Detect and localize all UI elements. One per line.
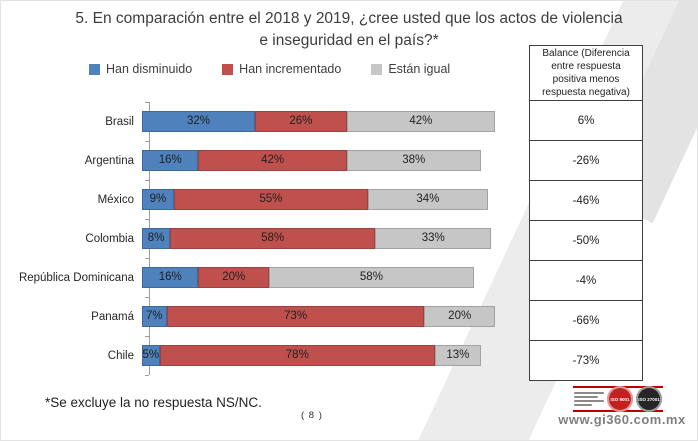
bar-segment: 7% [142,306,167,327]
legend-item: Están igual [371,62,450,76]
balance-table-header: Balance (Diferencia entre respuesta posi… [529,45,643,101]
chart-row: República Dominicana 16% 20% 58% [1,258,511,297]
bar-segment: 5% [142,345,160,366]
legend-swatch-icon [222,63,234,75]
bar-segment: 9% [142,189,174,210]
balance-cell: -73% [529,341,643,381]
balance-table: Balance (Diferencia entre respuesta posi… [529,45,643,381]
bar-segment: 33% [374,228,492,249]
category-label: Panamá [91,310,134,323]
chart-row: Chile 5% 78% 13% [1,336,511,375]
category-label: Argentina [84,154,134,167]
bar-value-label: 7% [146,309,163,322]
website-url: www.gi360.com.mx [558,412,686,427]
bar-segment: 34% [367,189,488,210]
bar-value-label: 13% [446,348,470,361]
certification-logos: ISO 9001 ISO 27001 [573,386,663,412]
bar-value-label: 78% [285,348,309,361]
balance-cell: -4% [529,261,643,301]
category-label: Colombia [85,232,134,245]
bar-segment: 20% [198,267,270,288]
bar-track: 5% 78% 13% [142,345,495,366]
bar-value-label: 16% [158,270,182,283]
bar-chart: Brasil 32% 26% 42% Argentina 16% 42% 38% México 9… [1,102,511,375]
category-label: Brasil [105,115,134,128]
bar-value-label: 26% [289,114,313,127]
bar-value-label: 38% [402,153,426,166]
bar-segment: 38% [346,150,481,171]
iso-27001-badge-icon: ISO 27001 [636,386,662,412]
bar-value-label: 73% [284,309,308,322]
bar-value-label: 34% [416,192,440,205]
balance-cell: -46% [529,181,643,221]
bar-value-label: 33% [421,231,445,244]
bar-value-label: 55% [259,192,283,205]
balance-cell: 6% [529,101,643,141]
bar-track: 9% 55% 34% [142,189,495,210]
category-label: Chile [107,349,134,362]
bar-value-label: 20% [222,270,246,283]
bar-segment: 16% [142,267,199,288]
bar-value-label: 20% [448,309,472,322]
title-line-1: 5. En comparación entre el 2018 y 2019, … [75,10,623,27]
bar-value-label: 42% [261,153,285,166]
footnote: *Se excluye la no respuesta NS/NC. [45,395,262,410]
bar-segment: 42% [198,150,347,171]
legend-label: Están igual [388,62,451,76]
legend-label: Han incrementado [239,62,342,76]
page-title: 5. En comparación entre el 2018 y 2019, … [1,8,697,53]
bar-segment: 32% [142,111,255,132]
bar-segment: 55% [173,189,368,210]
bar-segment: 78% [159,345,435,366]
bar-segment: 42% [346,111,495,132]
bar-track: 16% 20% 58% [142,267,495,288]
bar-value-label: 32% [186,114,210,127]
bar-segment: 16% [142,150,199,171]
chart-row: Brasil 32% 26% 42% [1,102,511,141]
bar-segment: 58% [269,267,474,288]
bar-value-label: 16% [158,153,182,166]
bar-value-label: 5% [142,348,160,361]
bar-segment: 73% [166,306,425,327]
bar-segment: 26% [254,111,347,132]
bar-segment: 20% [424,306,495,327]
chart-row: Colombia 8% 58% 33% [1,219,511,258]
bar-segment: 58% [170,228,375,249]
bar-value-label: 58% [261,231,285,244]
bar-value-label: 58% [359,270,383,283]
page-number: ( 8 ) [301,410,323,421]
bar-track: 8% 58% 33% [142,228,495,249]
category-label: República Dominicana [18,271,134,284]
bar-track: 32% 26% 42% [142,111,495,132]
logo-fine-print [574,392,604,406]
legend-swatch-icon [89,63,100,75]
title-line-2: e inseguridad en el país?* [259,32,439,50]
balance-table-cells: 6% -26% -46% -50% -4% -66% -73% [529,101,643,381]
iso-9001-badge-icon: ISO 9001 [607,386,633,412]
legend-label: Han disminuido [106,62,193,76]
bar-segment: 8% [142,228,171,249]
bar-track: 16% 42% 38% [142,150,495,171]
legend-item: Han incrementado [222,62,341,76]
category-label: México [97,193,134,206]
bar-segment: 13% [434,345,481,366]
bar-track: 7% 73% 20% [142,306,495,327]
chart-row: Panamá 7% 73% 20% [1,297,511,336]
legend-swatch-icon [371,63,383,75]
balance-cell: -66% [529,301,643,341]
bar-value-label: 42% [409,114,433,127]
chart-row: Argentina 16% 42% 38% [1,141,511,180]
chart-legend: Han disminuido Han incrementado Están igua… [89,62,450,76]
chart-row: México 9% 55% 34% [1,180,511,219]
bar-value-label: 9% [149,192,167,205]
balance-cell: -26% [529,141,643,181]
balance-cell: -50% [529,221,643,261]
bar-value-label: 8% [147,231,165,244]
legend-item: Han disminuido [89,62,192,76]
